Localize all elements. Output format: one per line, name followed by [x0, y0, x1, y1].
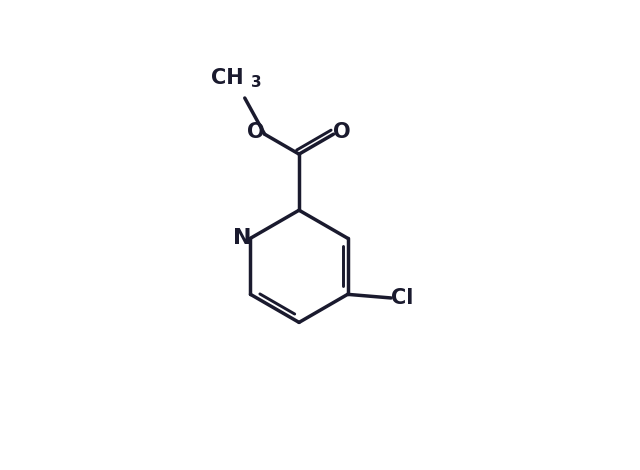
Text: O: O — [333, 122, 351, 142]
Text: O: O — [247, 122, 265, 142]
Text: N: N — [232, 228, 251, 248]
Text: 3: 3 — [251, 75, 262, 90]
Text: CH: CH — [211, 68, 244, 88]
Text: Cl: Cl — [392, 288, 414, 308]
